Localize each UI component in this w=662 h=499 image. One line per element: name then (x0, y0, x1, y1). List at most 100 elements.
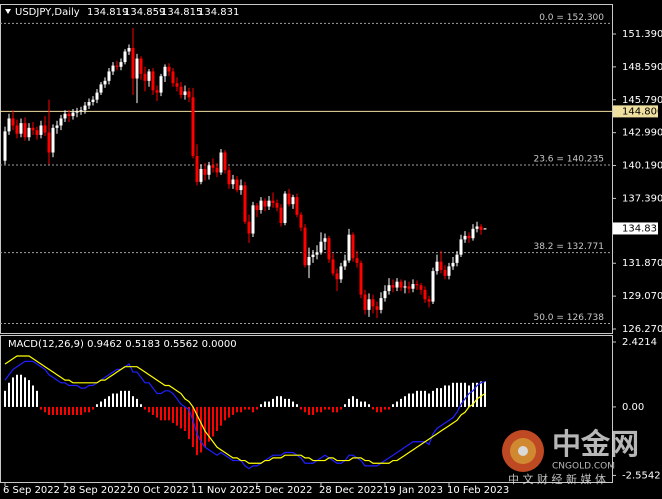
watermark-logo-core (518, 446, 528, 456)
candle-body (163, 66, 167, 77)
macd-histogram-bar (480, 381, 482, 407)
macd-histogram-bar (420, 390, 422, 407)
macd-histogram-bar (124, 390, 126, 407)
symbol-title: USDJPY,Daily (15, 7, 80, 18)
candle-body (383, 291, 387, 299)
collapse-arrow[interactable] (5, 9, 11, 14)
macd-histogram-bar (348, 398, 350, 407)
macd-histogram-bar (132, 396, 134, 407)
macd-histogram-bar (112, 393, 114, 407)
candle-body (127, 47, 131, 52)
candle-body (391, 285, 395, 288)
candle-body (339, 266, 343, 280)
candle-body (191, 97, 195, 157)
macd-title: MACD(12,26,9) 0.9462 0.5183 0.5562 0.000… (8, 339, 237, 350)
macd-histogram-bar (304, 406, 306, 413)
macd-histogram-bar (444, 385, 446, 407)
candle-body (175, 83, 179, 87)
macd-line (4, 355, 486, 464)
candle-body (223, 152, 227, 171)
macd-histogram-bar (108, 396, 110, 407)
candle-body (91, 99, 95, 103)
y-tick-label: 142.990 (622, 128, 662, 139)
macd-histogram-bar (88, 406, 90, 413)
candle-body (239, 185, 243, 191)
x-tick-label: 28 Dec 2022 (319, 485, 383, 496)
y-tick-label: 148.590 (622, 62, 662, 73)
candle-body (407, 286, 411, 289)
macd-histogram-bar (416, 390, 418, 407)
candle-body (411, 284, 415, 289)
candle-body (307, 257, 311, 266)
y-tick-label: 129.070 (622, 291, 662, 302)
macd-histogram-bar (148, 406, 150, 413)
candle-body (47, 132, 51, 153)
candle-body (103, 80, 107, 85)
macd-histogram-bar (272, 398, 274, 407)
candle-body (287, 193, 291, 205)
y-tick-label: 151.390 (622, 29, 662, 40)
macd-histogram-bar (384, 406, 386, 410)
candle-body (135, 58, 139, 79)
candle-body (311, 254, 315, 258)
candle-body (467, 235, 471, 239)
candle-body (151, 71, 155, 91)
candle-body (215, 167, 219, 173)
header-high: 134.859 (124, 7, 165, 18)
candle-body (279, 207, 283, 223)
macd-histogram-bar (20, 374, 22, 407)
candle-body (227, 170, 231, 185)
macd-histogram-bar (60, 406, 62, 415)
candle-body (219, 152, 223, 173)
macd-histogram-bar (400, 398, 402, 407)
candle-body (419, 285, 423, 290)
candle-body (427, 299, 431, 302)
candle-body (375, 306, 379, 310)
macd-histogram-bar (468, 385, 470, 407)
candle-body (343, 260, 347, 267)
candle-body (43, 125, 47, 133)
macd-histogram-bar (312, 406, 314, 415)
macd-histogram-bar (64, 406, 66, 415)
candle-body (123, 51, 127, 63)
macd-histogram-bar (4, 390, 6, 407)
macd-histogram-bar (404, 396, 406, 407)
fib-level-label: 0.0 = 152.300 (539, 13, 604, 23)
candle-body (179, 86, 183, 95)
macd-histogram-bar (144, 406, 146, 410)
macd-histogram-bar (336, 406, 338, 413)
candle-body (395, 281, 399, 288)
watermark-slogan: 中 文 财 经 新 媒 体 (508, 472, 606, 486)
candle-body (51, 127, 55, 153)
macd-histogram-bar (456, 382, 458, 407)
macd-histogram-bar (396, 401, 398, 407)
candle-body (331, 259, 335, 274)
candle-body (371, 299, 375, 307)
candle-body (83, 105, 87, 111)
macd-histogram-bar (472, 382, 474, 407)
macd-histogram-bar (268, 401, 270, 407)
macd-histogram-bar (100, 401, 102, 407)
macd-histogram-bar (216, 406, 218, 432)
macd-histogram-bar (32, 385, 34, 407)
candle-body (355, 258, 359, 263)
macd-histogram-bar (116, 393, 118, 407)
candle-body (347, 234, 351, 261)
macd-histogram-bar (200, 406, 202, 453)
macd-histogram-bar (452, 382, 454, 407)
macd-histogram-bar (460, 382, 462, 407)
candle-body (107, 71, 111, 81)
macd-histogram-bar (16, 374, 18, 407)
candle-body (359, 262, 363, 295)
candle-body (379, 298, 383, 310)
candle-body (443, 269, 447, 276)
macd-y-tick-label: -2.5542 (622, 470, 661, 481)
candle-body (207, 165, 211, 175)
macd-histogram-bar (372, 406, 374, 410)
macd-histogram-bar (156, 406, 158, 418)
macd-histogram-bar (324, 406, 326, 410)
macd-histogram-bar (412, 393, 414, 407)
macd-histogram-bar (164, 406, 166, 421)
macd-histogram-bar (128, 390, 130, 407)
candle-body (211, 165, 215, 168)
